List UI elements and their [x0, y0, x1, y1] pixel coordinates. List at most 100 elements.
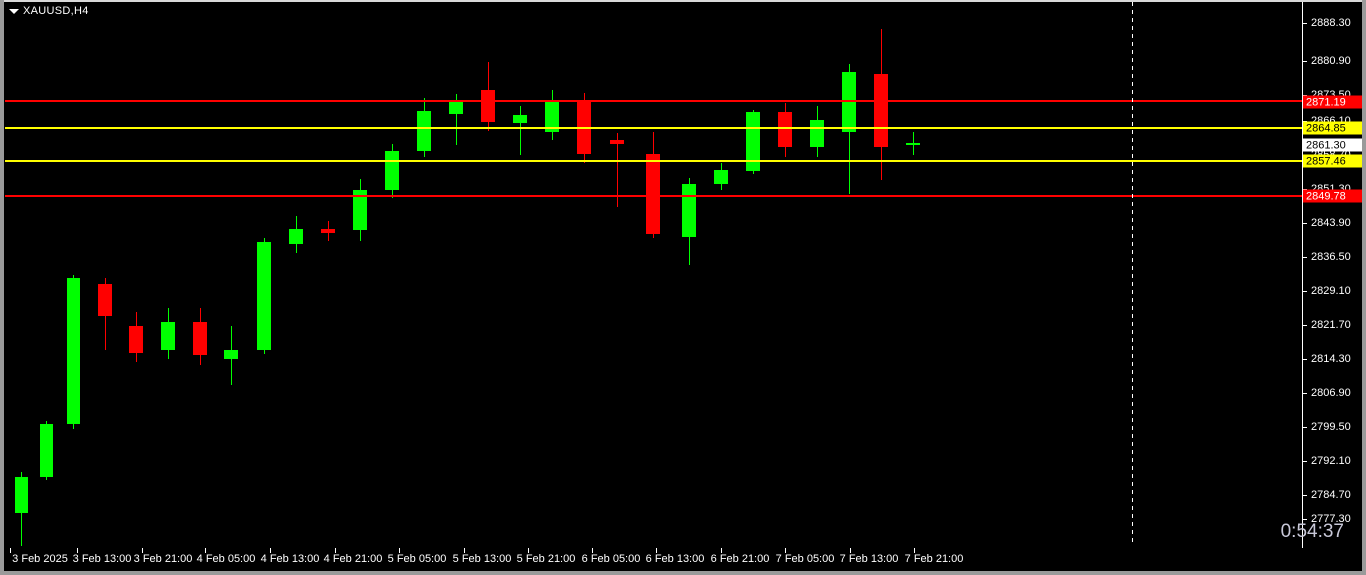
current-price-tag[interactable]: 2861.30 [1303, 138, 1362, 152]
candle-body [545, 102, 559, 132]
time-tick-label: 3 Feb 13:00 [72, 553, 132, 565]
price-tick [1303, 257, 1307, 258]
price-tick-label: 2821.70 [1311, 319, 1351, 331]
candle-body [40, 424, 53, 477]
bar-countdown-timer: 0:54:37 [1280, 521, 1344, 542]
resistance-line[interactable] [5, 100, 1303, 102]
time-tick [464, 548, 465, 553]
price-tick-label: 2843.90 [1311, 217, 1351, 229]
time-tick [10, 548, 11, 553]
price-tick [1303, 427, 1307, 428]
price-tick [1303, 461, 1307, 462]
candle-body [417, 111, 431, 151]
price-tick [1303, 223, 1307, 224]
time-tick [205, 548, 206, 553]
candle-body [906, 143, 920, 145]
price-tick [1303, 325, 1307, 326]
time-tick-label: 7 Feb 13:00 [839, 553, 899, 565]
candle-body [67, 278, 80, 424]
lower-mid-line[interactable] [5, 160, 1303, 162]
candle-wick [520, 106, 521, 155]
page-title: XAUUSD,H4 [23, 5, 89, 17]
support-price-tag[interactable]: 2849.78 [1303, 189, 1362, 203]
candle-body [161, 322, 175, 350]
candle-wick [617, 133, 618, 207]
price-tick [1303, 61, 1307, 62]
price-tick [1303, 519, 1307, 520]
window-frame-bottom [0, 571, 1366, 575]
candle-wick [456, 94, 457, 145]
price-axis[interactable]: 2888.302880.902873.502866.102858.702851.… [1303, 2, 1362, 546]
time-tick-label: 7 Feb 21:00 [904, 553, 964, 565]
window-frame-right [1362, 0, 1366, 575]
time-tick [592, 548, 593, 553]
time-axis[interactable]: 3 Feb 2025 3 Feb 13:00 3 Feb 21:00 4 Feb 05… [5, 548, 1362, 571]
price-tick-label: 2792.10 [1311, 455, 1351, 467]
chevron-down-icon[interactable] [9, 8, 19, 14]
time-tick-label: 5 Feb 21:00 [516, 553, 576, 565]
resistance-price-tag[interactable]: 2871.19 [1303, 95, 1362, 109]
time-tick-label: 6 Feb 05:00 [581, 553, 641, 565]
time-tick-label: 4 Feb 05:00 [196, 553, 256, 565]
candle-body [449, 102, 463, 114]
candle-body [481, 90, 495, 122]
time-tick [77, 548, 78, 553]
price-tick [1303, 23, 1307, 24]
price-tick-label: 2814.30 [1311, 353, 1351, 365]
price-tick [1303, 393, 1307, 394]
price-tick-label: 2777.30 [1311, 513, 1351, 525]
candle-body [129, 326, 143, 353]
time-tick [335, 548, 336, 553]
price-tick-label: 2880.90 [1311, 55, 1351, 67]
time-tick [850, 548, 851, 553]
candle-body [646, 154, 660, 234]
time-tick-label: 3 Feb 2025 [12, 553, 68, 565]
candle-body [513, 115, 527, 123]
time-tick-label: 4 Feb 21:00 [323, 553, 383, 565]
upper-mid-price-tag[interactable]: 2864.85 [1303, 121, 1362, 135]
candle-body [98, 284, 112, 316]
support-line[interactable] [5, 195, 1303, 197]
window-frame-left [0, 0, 4, 575]
window-frame-top [4, 0, 1366, 2]
price-axis-separator [1302, 2, 1303, 548]
time-tick [914, 548, 915, 553]
candle-body [746, 112, 760, 171]
time-tick [142, 548, 143, 553]
time-tick [721, 548, 722, 553]
candle-body [15, 477, 28, 513]
candle-body [610, 140, 624, 144]
candle-body [193, 322, 207, 355]
candle-body [842, 72, 856, 132]
candle-body [682, 184, 696, 237]
candle-body [385, 151, 399, 190]
time-tick [528, 548, 529, 553]
candle-body [321, 229, 335, 233]
price-tick-label: 2836.50 [1311, 251, 1351, 263]
candle-body [289, 229, 303, 244]
price-tick [1303, 359, 1307, 360]
upper-mid-line[interactable] [5, 127, 1303, 129]
candle-body [257, 242, 271, 350]
time-tick-label: 5 Feb 05:00 [387, 553, 447, 565]
time-tick-label: 6 Feb 13:00 [645, 553, 705, 565]
price-tick [1303, 291, 1307, 292]
candle-body [714, 170, 728, 184]
candle-body [810, 120, 824, 147]
time-tick-label: 4 Feb 13:00 [260, 553, 320, 565]
time-tick-label: 3 Feb 21:00 [133, 553, 193, 565]
period-separator [1132, 2, 1133, 546]
time-tick-label: 5 Feb 13:00 [452, 553, 512, 565]
lower-mid-price-tag[interactable]: 2857.46 [1303, 154, 1362, 168]
time-tick [656, 548, 657, 553]
time-tick-label: 6 Feb 21:00 [710, 553, 770, 565]
time-tick-label: 7 Feb 05:00 [775, 553, 835, 565]
time-tick [785, 548, 786, 553]
candle-body [353, 190, 367, 230]
price-tick-label: 2784.70 [1311, 489, 1351, 501]
symbol-label-group[interactable]: XAUUSD,H4 [9, 4, 89, 18]
chart-plot-area[interactable] [5, 2, 1303, 546]
price-tick-label: 2888.30 [1311, 17, 1351, 29]
candle-body [224, 350, 238, 359]
